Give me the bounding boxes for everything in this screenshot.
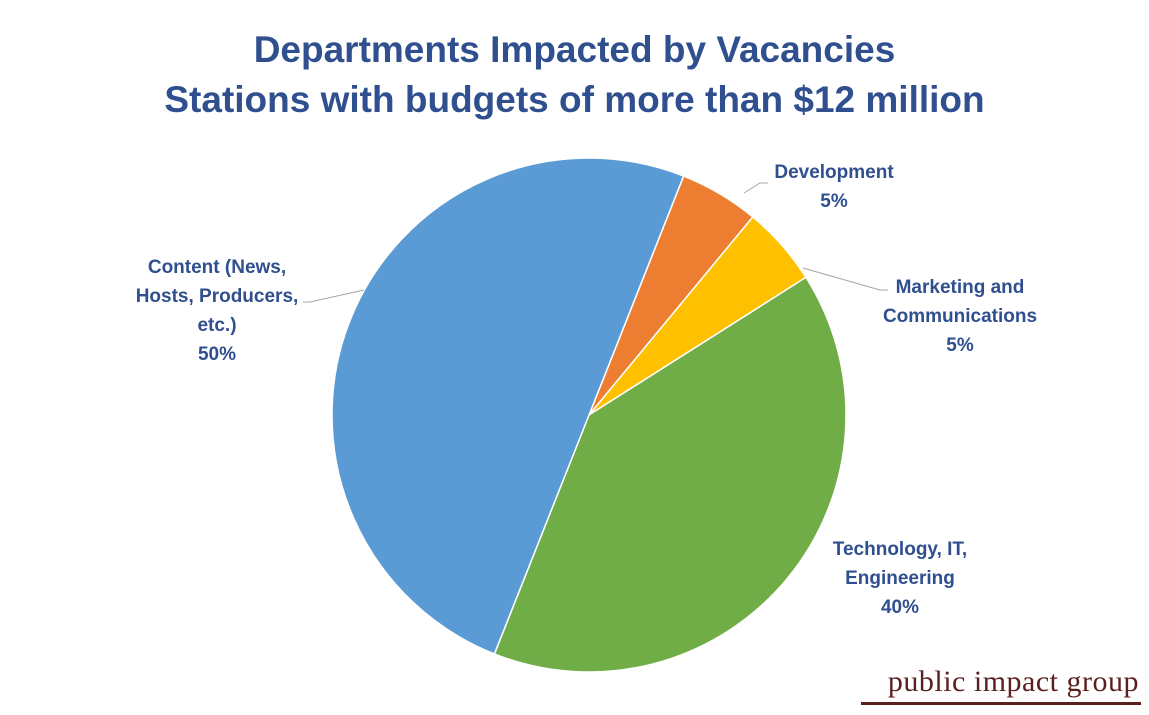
slice-label-line: 5% xyxy=(820,191,848,212)
leader-lines xyxy=(303,182,888,303)
slice-label-line: Hosts, Producers, xyxy=(136,286,299,307)
slice-labels: Development 5% Marketing and Communications… xyxy=(136,162,1037,618)
slice-label: Technology, IT, Engineering 40% xyxy=(833,539,967,618)
pie-slice xyxy=(493,276,847,673)
brand-logo: public impact group xyxy=(887,665,1139,698)
slice-label-line: 50% xyxy=(198,344,236,365)
slice-label-line: Development xyxy=(774,162,894,183)
slice-label: Content (News, Hosts, Producers, etc.) 50% xyxy=(136,257,299,365)
slice-label-line: Communications xyxy=(883,306,1037,327)
leader-line xyxy=(303,289,365,303)
slice-label: Marketing and Communications 5% xyxy=(883,277,1037,356)
slice-label-line: Marketing and xyxy=(896,277,1025,298)
slice-label: Development 5% xyxy=(774,162,894,212)
chart-title: Departments Impacted by Vacancies xyxy=(253,29,896,70)
chart-subtitle: Stations with budgets of more than $12 m… xyxy=(164,79,985,120)
slice-label-line: Engineering xyxy=(845,568,955,589)
slice-label-line: 5% xyxy=(946,335,974,356)
pie-slice xyxy=(331,157,685,655)
slice-label-line: Content (News, xyxy=(148,257,286,278)
leader-line xyxy=(743,182,768,194)
slice-label-line: etc.) xyxy=(197,315,236,336)
brand-underline xyxy=(861,702,1141,705)
pie-slices xyxy=(331,157,847,673)
slice-label-line: Technology, IT, xyxy=(833,539,967,560)
leader-line xyxy=(802,267,888,291)
slice-label-line: 40% xyxy=(881,597,919,618)
